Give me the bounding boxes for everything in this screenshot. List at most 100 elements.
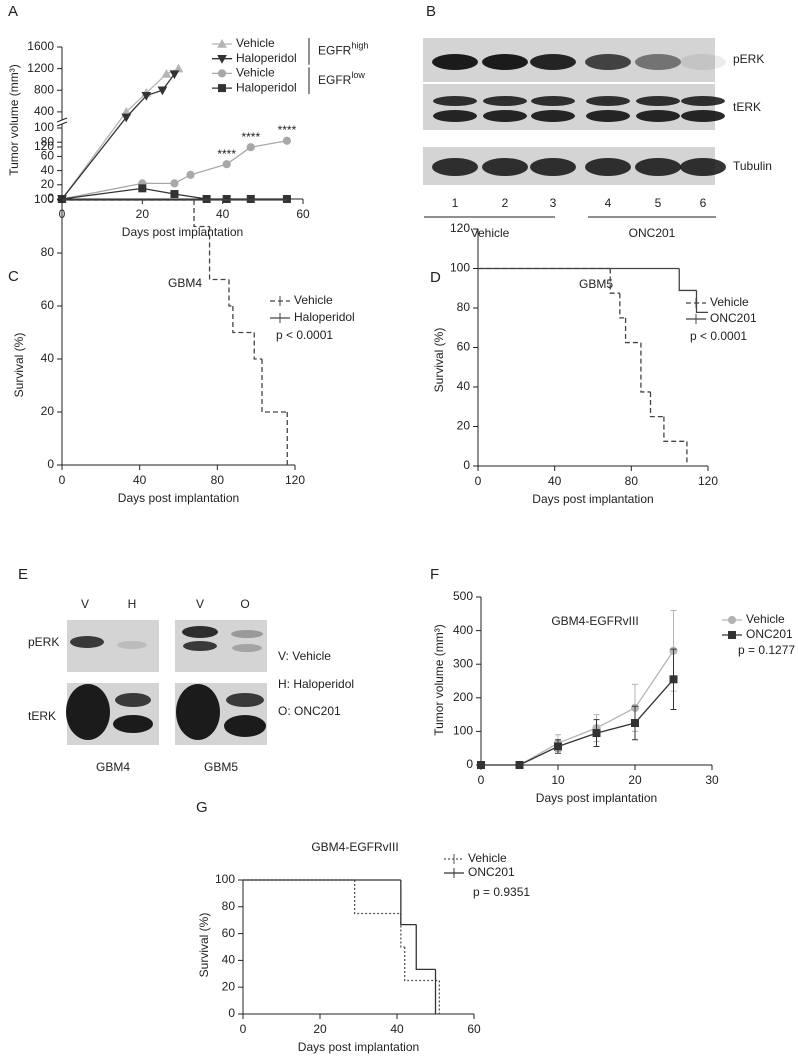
panel-letter: D	[430, 269, 441, 286]
survival-step	[261, 359, 288, 413]
blot-band	[680, 54, 726, 70]
blot-band	[432, 158, 478, 176]
legend-group-text: EGFR	[318, 44, 352, 58]
legend-label: Vehicle	[294, 293, 333, 307]
y-tick-label: 20	[457, 419, 471, 433]
survival-step	[232, 306, 255, 334]
y-axis-label: Tumor volume (mm³)	[7, 64, 21, 176]
blot-band	[531, 110, 575, 122]
marker	[121, 113, 132, 123]
p-value: p = 0.1277	[738, 643, 795, 657]
legend-label: Vehicle	[236, 66, 275, 80]
marker	[282, 136, 292, 145]
x-tick-label: 10	[551, 773, 565, 787]
y-axis-label: Survival (%)	[197, 913, 211, 978]
y-tick-label: 100	[34, 192, 54, 206]
blot-band	[226, 693, 264, 707]
marker	[554, 742, 562, 751]
group-label: ONC201	[629, 226, 676, 240]
legend-group-label: EGFRlow	[318, 70, 365, 87]
blot-band	[117, 641, 147, 649]
legend-group-label: EGFRhigh	[318, 41, 368, 58]
y-tick-label: 40	[457, 379, 471, 393]
chart-title: GBM5	[579, 277, 613, 291]
survival-step	[640, 342, 651, 393]
blot-band	[530, 54, 576, 70]
survival-step	[624, 317, 641, 344]
marker	[202, 195, 211, 203]
y-tick-label: 0	[47, 457, 54, 471]
series-line	[481, 650, 675, 766]
lane-label: V	[81, 597, 89, 611]
marker	[138, 184, 147, 193]
y-tick-label: 1200	[27, 61, 54, 75]
blot-row-label: Tubulin	[733, 159, 772, 173]
blot-band	[224, 715, 266, 737]
blot-row-label: tERK	[28, 709, 56, 723]
survival-step	[678, 268, 697, 292]
x-tick-label: 80	[625, 474, 639, 488]
lane-label: 3	[550, 196, 557, 210]
legend-label: Vehicle	[746, 612, 785, 626]
blot-band	[113, 715, 153, 733]
chart-title: GBM4-EGFRvIII	[311, 840, 398, 854]
marker	[727, 615, 737, 625]
significance: ****	[217, 147, 236, 161]
panel-letter: G	[196, 799, 208, 816]
legend-group-sup: low	[351, 70, 365, 80]
blot-key: O: ONC201	[278, 704, 341, 718]
chart-title: GBM4-EGFRvIII	[551, 614, 638, 628]
lane-label: H	[128, 597, 137, 611]
panel-letter: B	[426, 3, 436, 20]
legend-label: ONC201	[468, 865, 515, 879]
legend-label: Vehicle	[236, 36, 275, 50]
marker	[157, 86, 168, 96]
x-tick-label: 30	[705, 773, 719, 787]
x-tick-label: 40	[548, 474, 562, 488]
marker	[669, 675, 678, 684]
x-tick-label: 120	[285, 473, 305, 487]
blot-band	[232, 644, 262, 652]
x-tick-label: 20	[136, 207, 150, 221]
survival-step	[208, 226, 229, 281]
marker	[246, 143, 255, 152]
x-tick-label: 60	[296, 207, 310, 221]
y-tick-label: 0	[228, 1006, 235, 1020]
survival-step	[415, 924, 436, 971]
x-tick-label: 80	[211, 473, 225, 487]
cell-line-label: GBM5	[204, 760, 238, 774]
lane-label: 5	[655, 196, 662, 210]
axis-break	[56, 117, 68, 123]
panel-letter: E	[18, 566, 28, 583]
blot-key: H: Haloperidol	[278, 677, 354, 691]
lane-label: 6	[700, 196, 707, 210]
y-tick-label: 40	[41, 351, 55, 365]
survival-step	[400, 880, 417, 926]
significance: ****	[278, 123, 297, 137]
marker	[218, 84, 226, 93]
lane-label: O	[240, 597, 249, 611]
y-tick-label: 120	[34, 139, 54, 153]
y-tick-label: 60	[41, 298, 55, 312]
x-axis-label: Days post implantation	[532, 492, 653, 506]
marker	[282, 195, 291, 203]
legend-group-sup: high	[351, 41, 368, 51]
survival-step	[354, 880, 401, 915]
y-tick-label: 20	[41, 177, 55, 191]
legend-label: Vehicle	[710, 295, 749, 309]
marker	[728, 631, 736, 639]
lane-label: 1	[452, 196, 459, 210]
lane-label: 2	[502, 196, 509, 210]
p-value: p < 0.0001	[690, 329, 747, 343]
blot-band	[482, 54, 528, 70]
survival-step	[695, 290, 708, 313]
y-tick-label: 20	[41, 404, 55, 418]
blot-band	[483, 96, 527, 106]
marker	[161, 69, 172, 78]
blot-band	[482, 158, 528, 176]
blot-band	[586, 110, 630, 122]
x-tick-label: 0	[240, 1022, 247, 1036]
x-axis-label: Days post implantation	[298, 1040, 419, 1054]
y-tick-label: 500	[453, 589, 473, 603]
x-tick-label: 40	[390, 1022, 404, 1036]
